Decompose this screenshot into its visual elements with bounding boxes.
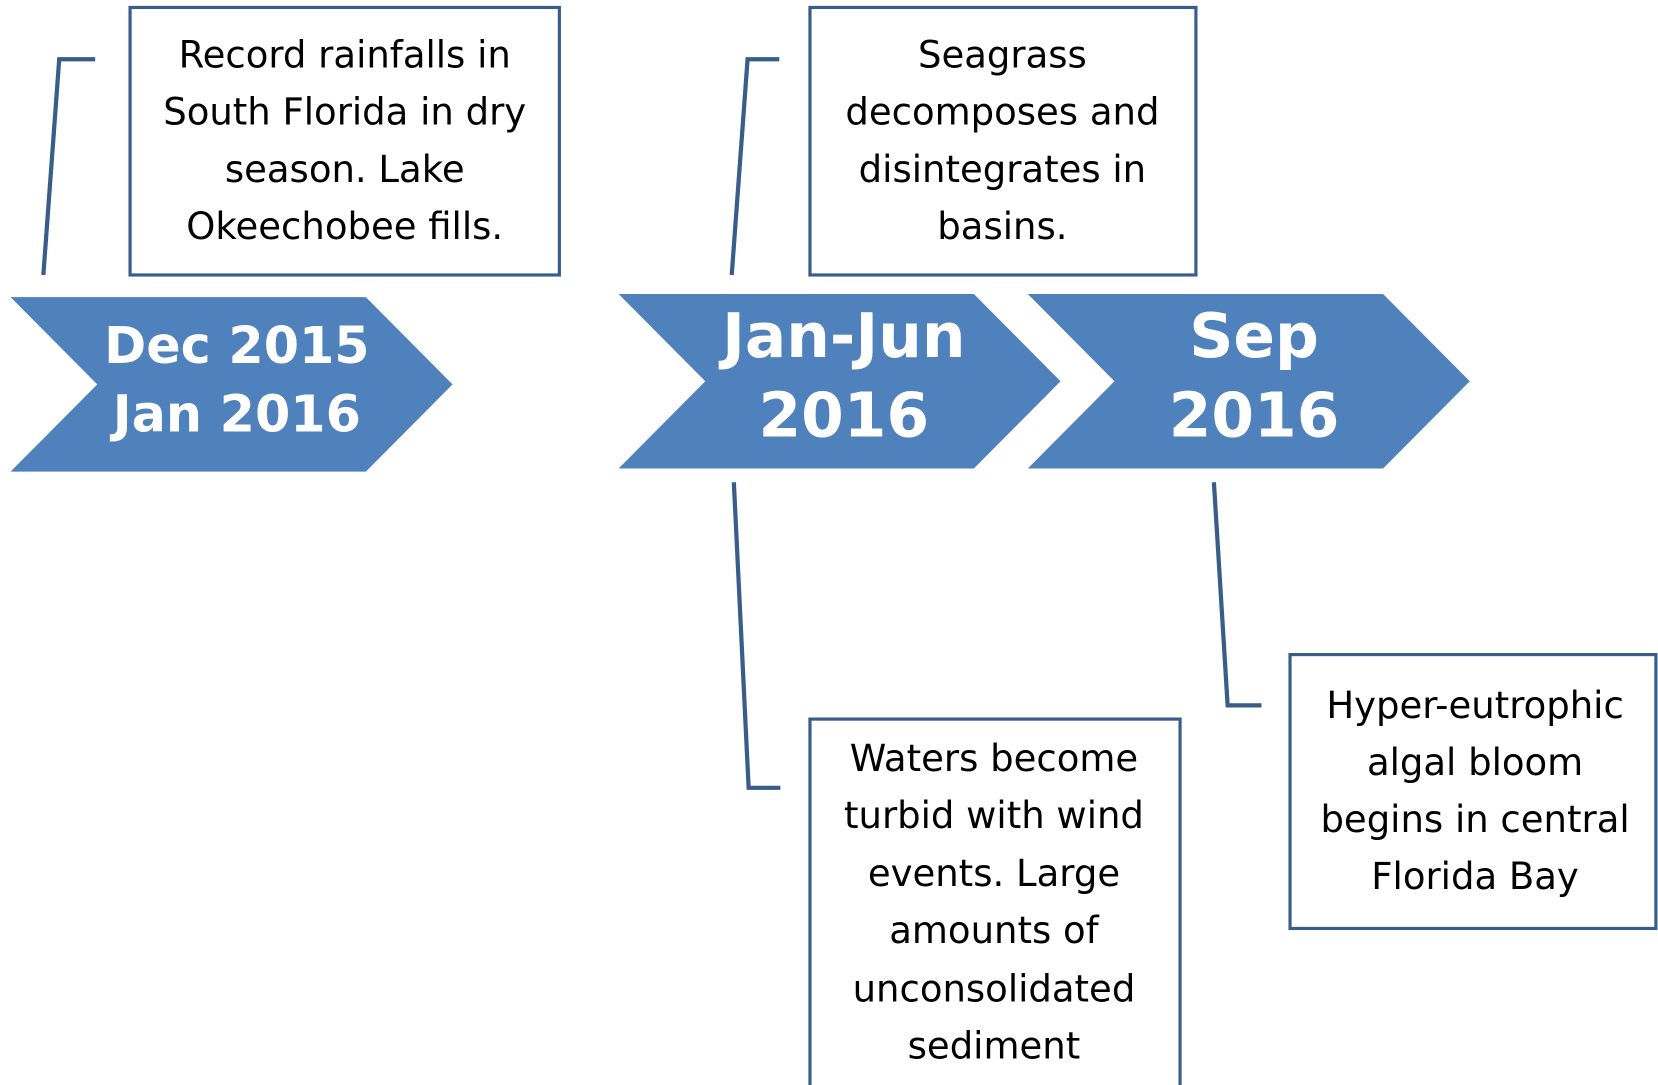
date-label: Jan 2016 bbox=[110, 385, 361, 444]
connector bbox=[41, 57, 96, 276]
note-text: Florida Bay bbox=[1371, 855, 1579, 898]
note-text: algal bloom bbox=[1367, 741, 1583, 784]
note-box bbox=[808, 717, 1182, 1085]
connector bbox=[729, 57, 780, 276]
note-text: begins in central bbox=[1320, 798, 1629, 841]
note-text: amounts of bbox=[889, 909, 1099, 952]
chevron bbox=[10, 297, 453, 472]
note-text: disintegrates in bbox=[859, 148, 1146, 191]
note-text: Hyper-eutrophic bbox=[1326, 684, 1623, 727]
note-text: basins. bbox=[937, 205, 1067, 248]
note-text: Record rainfalls in bbox=[179, 34, 511, 77]
connector bbox=[731, 482, 781, 790]
note-box bbox=[1288, 652, 1658, 931]
connector bbox=[1211, 482, 1262, 708]
note-text: Okeechobee fills. bbox=[186, 205, 503, 248]
chevron bbox=[1027, 294, 1470, 469]
note-text: unconsolidated bbox=[853, 967, 1136, 1010]
note-text: South Florida in dry bbox=[163, 91, 526, 134]
note-text: Seagrass bbox=[918, 34, 1087, 77]
note-text: Waters become bbox=[850, 737, 1138, 780]
note-box bbox=[808, 5, 1198, 277]
chevron bbox=[618, 294, 1061, 469]
date-label: Jan-Jun bbox=[718, 301, 965, 372]
date-label: 2016 bbox=[758, 380, 929, 451]
date-label: Dec 2015 bbox=[104, 316, 370, 375]
note-text: turbid with wind bbox=[844, 794, 1144, 837]
date-label: 2016 bbox=[1169, 380, 1340, 451]
note-text: sediment bbox=[908, 1024, 1081, 1067]
note-box bbox=[128, 5, 561, 277]
note-text: decomposes and bbox=[845, 91, 1159, 134]
note-text: events. Large bbox=[868, 852, 1120, 895]
date-label: Sep bbox=[1189, 301, 1319, 372]
note-text: season. Lake bbox=[225, 148, 465, 191]
